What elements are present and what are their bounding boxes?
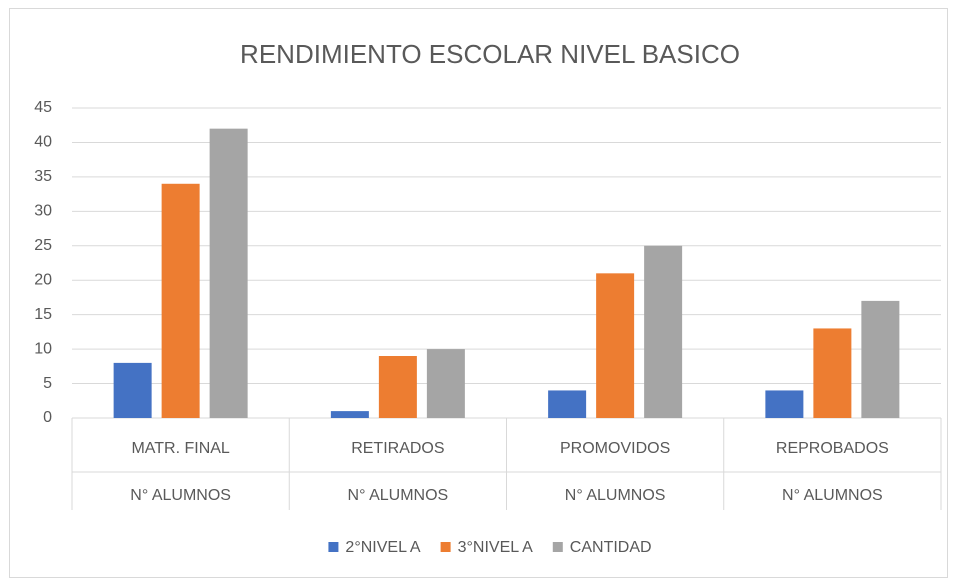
legend-swatch <box>328 542 339 552</box>
y-tick-label: 30 <box>34 203 52 220</box>
bar <box>548 390 587 418</box>
y-tick-label: 45 <box>34 99 52 116</box>
bar <box>330 411 369 418</box>
x-tick-label: RETIRADOS <box>351 440 444 457</box>
bar <box>113 362 152 418</box>
bar <box>765 390 804 418</box>
x-group-label: N° ALUMNOS <box>565 487 666 504</box>
bar <box>813 328 852 418</box>
bar <box>644 245 683 418</box>
y-tick-label: 20 <box>34 271 52 288</box>
bar <box>209 128 248 418</box>
bar <box>596 273 635 418</box>
x-group-label: N° ALUMNOS <box>348 487 449 504</box>
y-tick-label: 40 <box>34 134 52 151</box>
y-tick-label: 15 <box>34 306 52 323</box>
x-tick-label: PROMOVIDOS <box>560 440 670 457</box>
legend-swatch <box>552 542 563 552</box>
bar <box>378 356 417 418</box>
y-tick-label: 10 <box>34 340 52 357</box>
bar <box>426 349 465 418</box>
x-group-label: N° ALUMNOS <box>782 487 883 504</box>
legend-swatch <box>440 542 451 552</box>
x-tick-label: MATR. FINAL <box>131 440 229 457</box>
x-group-label: N° ALUMNOS <box>130 487 231 504</box>
chart-title: RENDIMIENTO ESCOLAR NIVEL BASICO <box>240 39 740 69</box>
y-tick-label: 0 <box>43 409 52 426</box>
legend-label: 3°NIVEL A <box>458 539 534 556</box>
bar <box>861 300 900 418</box>
y-tick-label: 25 <box>34 237 52 254</box>
legend-label: 2°NIVEL A <box>345 539 421 556</box>
legend-label: CANTIDAD <box>570 539 652 556</box>
x-tick-label: REPROBADOS <box>776 440 889 457</box>
bar <box>161 183 200 418</box>
y-tick-label: 5 <box>43 375 52 392</box>
y-tick-label: 35 <box>34 168 52 185</box>
